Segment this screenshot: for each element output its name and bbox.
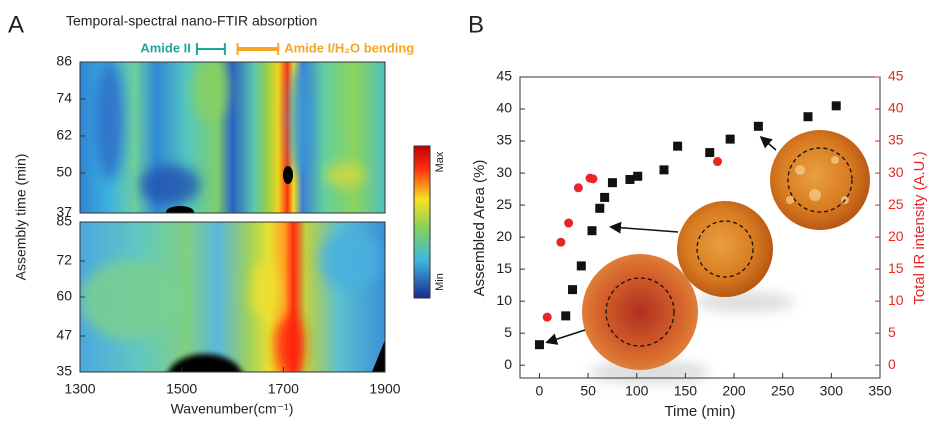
y2-tick-label: 10 bbox=[888, 292, 904, 308]
chart-title: Temporal-spectral nano-FTIR absorption bbox=[66, 13, 317, 29]
y2-tick-label: 45 bbox=[888, 68, 904, 84]
point bbox=[576, 261, 586, 271]
point bbox=[600, 192, 610, 202]
x-tick-label: 300 bbox=[820, 383, 844, 399]
y-tick-label: 50 bbox=[56, 164, 72, 180]
y-axis-label: Assembly time (min) bbox=[13, 154, 29, 281]
y-tick-label: 35 bbox=[56, 363, 72, 379]
panel-frame bbox=[79, 61, 386, 214]
y2-tick-label: 40 bbox=[888, 100, 904, 116]
y-tick-label: 20 bbox=[496, 228, 512, 244]
y2-tick-label: 5 bbox=[888, 324, 896, 340]
point bbox=[588, 174, 598, 184]
y-tick-label: 85 bbox=[56, 213, 72, 229]
x-tick-label: 50 bbox=[580, 383, 596, 399]
point bbox=[561, 311, 571, 321]
x-tick-label: 100 bbox=[625, 383, 649, 399]
point bbox=[633, 171, 643, 181]
heatmap-top bbox=[80, 62, 385, 213]
y-tick-label: 62 bbox=[56, 127, 72, 143]
x-tick-label: 250 bbox=[771, 383, 795, 399]
point bbox=[556, 237, 566, 247]
point bbox=[625, 174, 635, 184]
x-tick-label: 200 bbox=[722, 383, 746, 399]
y-tick-label: 45 bbox=[496, 68, 512, 84]
y2-tick-label: 35 bbox=[888, 132, 904, 148]
y-tick-label: 0 bbox=[504, 356, 512, 372]
y-tick-label: 72 bbox=[56, 252, 72, 268]
colorbar bbox=[413, 145, 431, 299]
point bbox=[803, 112, 813, 122]
y-tick-label: 30 bbox=[496, 164, 512, 180]
point bbox=[564, 218, 574, 228]
x-tick-label: 1300 bbox=[64, 381, 95, 397]
x-tick-label: 1700 bbox=[268, 381, 299, 397]
band-label: Amide II bbox=[140, 40, 191, 55]
point bbox=[573, 183, 583, 193]
point bbox=[705, 148, 715, 158]
colorbar-min: Min bbox=[434, 273, 446, 291]
plot-frame bbox=[519, 76, 881, 379]
band-label: Amide I/H₂O bending bbox=[284, 40, 414, 55]
point bbox=[542, 312, 552, 322]
point bbox=[659, 165, 669, 175]
y-tick-label: 35 bbox=[496, 132, 512, 148]
point bbox=[713, 157, 723, 167]
y2-tick-label: 30 bbox=[888, 164, 904, 180]
inset-images bbox=[545, 130, 870, 384]
point bbox=[673, 141, 683, 151]
point bbox=[725, 134, 735, 144]
x-tick-label: 350 bbox=[868, 383, 892, 399]
x-tick-label: 1900 bbox=[369, 381, 400, 397]
y-tick-label: 25 bbox=[496, 196, 512, 212]
y2-tick-label: 15 bbox=[888, 260, 904, 276]
point bbox=[607, 178, 617, 188]
x-axis-label: Time (min) bbox=[664, 403, 735, 420]
panel-label: A bbox=[8, 11, 24, 38]
y-tick-label: 37 bbox=[56, 204, 72, 220]
point bbox=[831, 101, 841, 111]
colorbar-max: Max bbox=[434, 151, 446, 172]
point bbox=[753, 121, 763, 131]
y2-tick-label: 25 bbox=[888, 196, 904, 212]
y-tick-label: 47 bbox=[56, 327, 72, 343]
y2-tick-label: 0 bbox=[888, 356, 896, 372]
y-axis-label: Assembled Area (%) bbox=[471, 160, 488, 297]
x-tick-label: 150 bbox=[674, 383, 698, 399]
heatmap-bottom bbox=[80, 222, 385, 372]
panel-label: B bbox=[468, 11, 484, 38]
x-tick-label: 1500 bbox=[166, 381, 197, 397]
x-tick-label: 0 bbox=[536, 383, 544, 399]
y-tick-label: 40 bbox=[496, 100, 512, 116]
point bbox=[595, 203, 605, 213]
y-tick-label: 5 bbox=[504, 324, 512, 340]
point bbox=[568, 285, 578, 295]
y-tick-label: 10 bbox=[496, 292, 512, 308]
x-axis-label: Wavenumber(cm⁻¹) bbox=[171, 401, 294, 417]
y-tick-label: 86 bbox=[56, 53, 72, 69]
y-tick-label: 15 bbox=[496, 260, 512, 276]
y2-tick-label: 20 bbox=[888, 228, 904, 244]
y2-axis-label: Total IR intensity (A.U.) bbox=[911, 151, 928, 304]
point bbox=[587, 226, 597, 236]
y-tick-label: 60 bbox=[56, 288, 72, 304]
point bbox=[534, 340, 544, 350]
y-tick-label: 74 bbox=[56, 90, 72, 106]
